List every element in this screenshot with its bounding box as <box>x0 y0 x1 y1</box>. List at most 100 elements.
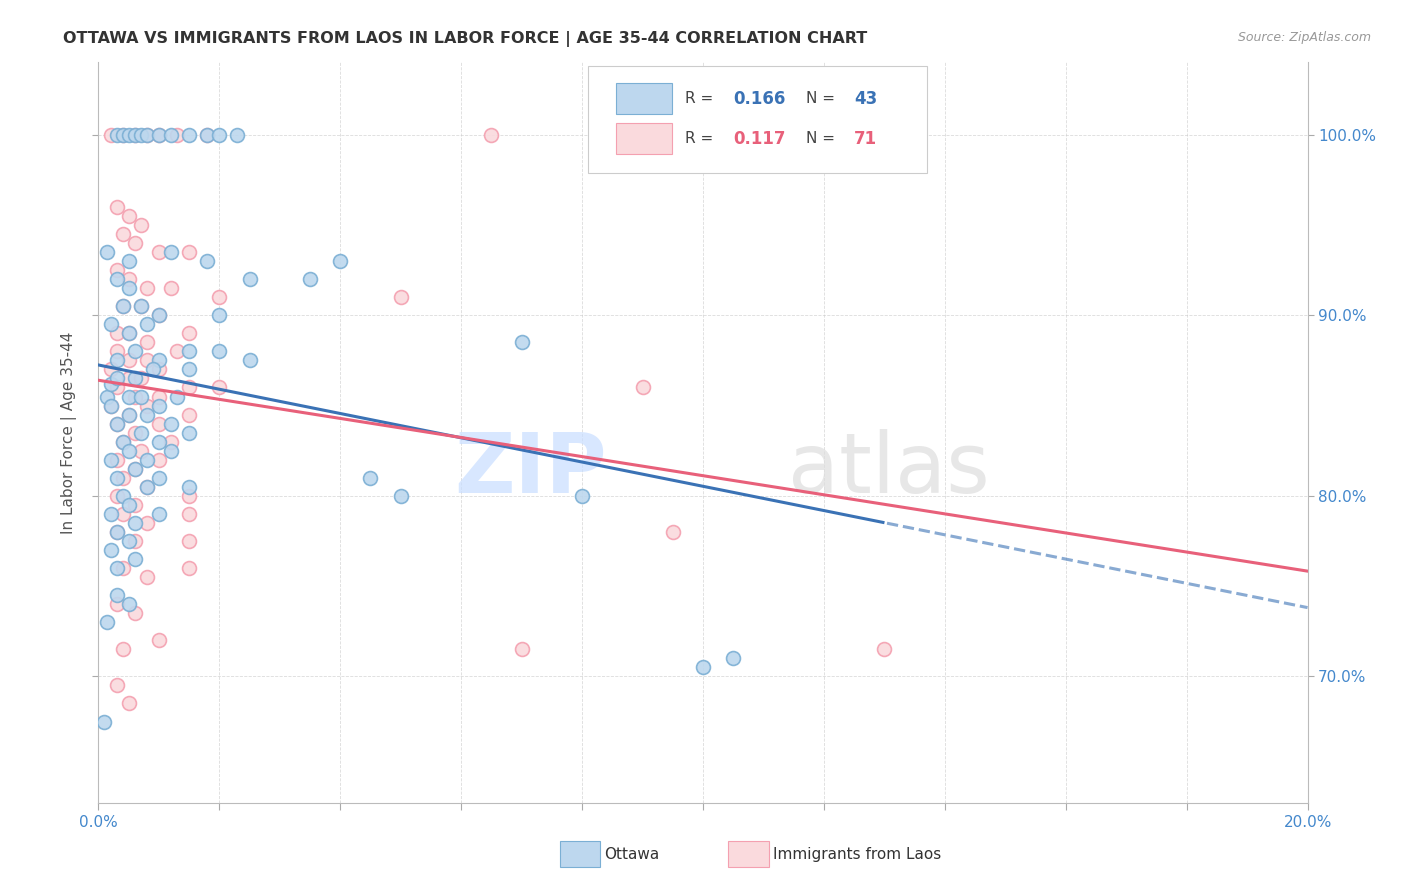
Point <box>148 362 170 376</box>
Point <box>105 597 128 611</box>
Point <box>389 489 412 503</box>
Point <box>124 606 146 620</box>
Text: N =: N = <box>806 91 839 106</box>
Point <box>96 615 118 630</box>
Point <box>111 507 134 521</box>
Point <box>179 480 201 494</box>
Point <box>111 471 134 485</box>
Point <box>100 362 122 376</box>
Point <box>135 399 157 413</box>
Point <box>166 390 188 404</box>
Point <box>105 128 128 142</box>
Point <box>100 376 122 391</box>
Text: 71: 71 <box>855 129 877 148</box>
Point <box>208 380 231 394</box>
Point <box>124 552 146 566</box>
Point <box>100 399 122 413</box>
Y-axis label: In Labor Force | Age 35-44: In Labor Force | Age 35-44 <box>60 332 77 533</box>
Point <box>166 344 188 359</box>
Point <box>105 489 128 503</box>
Point <box>105 524 128 539</box>
Point <box>118 498 141 512</box>
Point <box>118 408 141 422</box>
Point <box>179 408 201 422</box>
Point <box>105 353 128 368</box>
Point <box>160 281 183 295</box>
FancyBboxPatch shape <box>616 123 672 154</box>
Point <box>105 678 128 692</box>
Point <box>179 533 201 548</box>
Point <box>148 633 170 648</box>
Point <box>105 588 128 602</box>
Point <box>148 128 170 142</box>
Point <box>118 209 141 223</box>
Point <box>571 489 593 503</box>
Point <box>118 326 141 341</box>
Point <box>135 281 157 295</box>
Point <box>166 128 188 142</box>
Text: 43: 43 <box>855 90 877 108</box>
Point <box>208 290 231 304</box>
Text: N =: N = <box>806 131 839 146</box>
Point <box>135 452 157 467</box>
Point <box>239 353 262 368</box>
Point <box>118 408 141 422</box>
Point <box>510 335 533 350</box>
Point <box>135 408 157 422</box>
Point <box>105 471 128 485</box>
Point <box>148 245 170 260</box>
Point <box>105 326 128 341</box>
Point <box>135 318 157 332</box>
Point <box>124 516 146 530</box>
Point <box>105 272 128 286</box>
Text: Source: ZipAtlas.com: Source: ZipAtlas.com <box>1237 31 1371 45</box>
Point <box>389 290 412 304</box>
Text: Ottawa: Ottawa <box>605 847 659 862</box>
Point <box>124 371 146 385</box>
Point <box>160 417 183 431</box>
Point <box>111 434 134 449</box>
Point <box>299 272 322 286</box>
Point <box>124 235 146 250</box>
Point <box>195 128 218 142</box>
Point <box>118 254 141 268</box>
Point <box>135 128 157 142</box>
Point <box>148 471 170 485</box>
Point <box>129 218 152 232</box>
Point <box>118 326 141 341</box>
Point <box>111 128 134 142</box>
Text: R =: R = <box>685 91 718 106</box>
Point <box>179 344 201 359</box>
Point <box>135 480 157 494</box>
Point <box>135 335 157 350</box>
Point <box>105 380 128 394</box>
Point <box>135 570 157 584</box>
Point <box>481 128 503 142</box>
Point <box>148 507 170 521</box>
Point <box>239 272 262 286</box>
Point <box>118 533 141 548</box>
Point <box>723 651 745 665</box>
Text: ZIP: ZIP <box>454 429 606 510</box>
Point <box>179 326 201 341</box>
Point <box>195 254 218 268</box>
Point <box>100 399 122 413</box>
Point <box>135 480 157 494</box>
Point <box>111 489 134 503</box>
Point <box>118 371 141 385</box>
Point <box>96 390 118 404</box>
Point <box>873 642 896 657</box>
Point <box>111 561 134 575</box>
Point <box>129 128 152 142</box>
Point <box>111 299 134 313</box>
Point <box>124 128 146 142</box>
Point <box>135 353 157 368</box>
Point <box>160 128 183 142</box>
Point <box>661 524 683 539</box>
Point <box>118 390 141 404</box>
Point <box>124 425 146 440</box>
Point <box>100 507 122 521</box>
Point <box>124 498 146 512</box>
Point <box>111 642 134 657</box>
Point <box>105 524 128 539</box>
